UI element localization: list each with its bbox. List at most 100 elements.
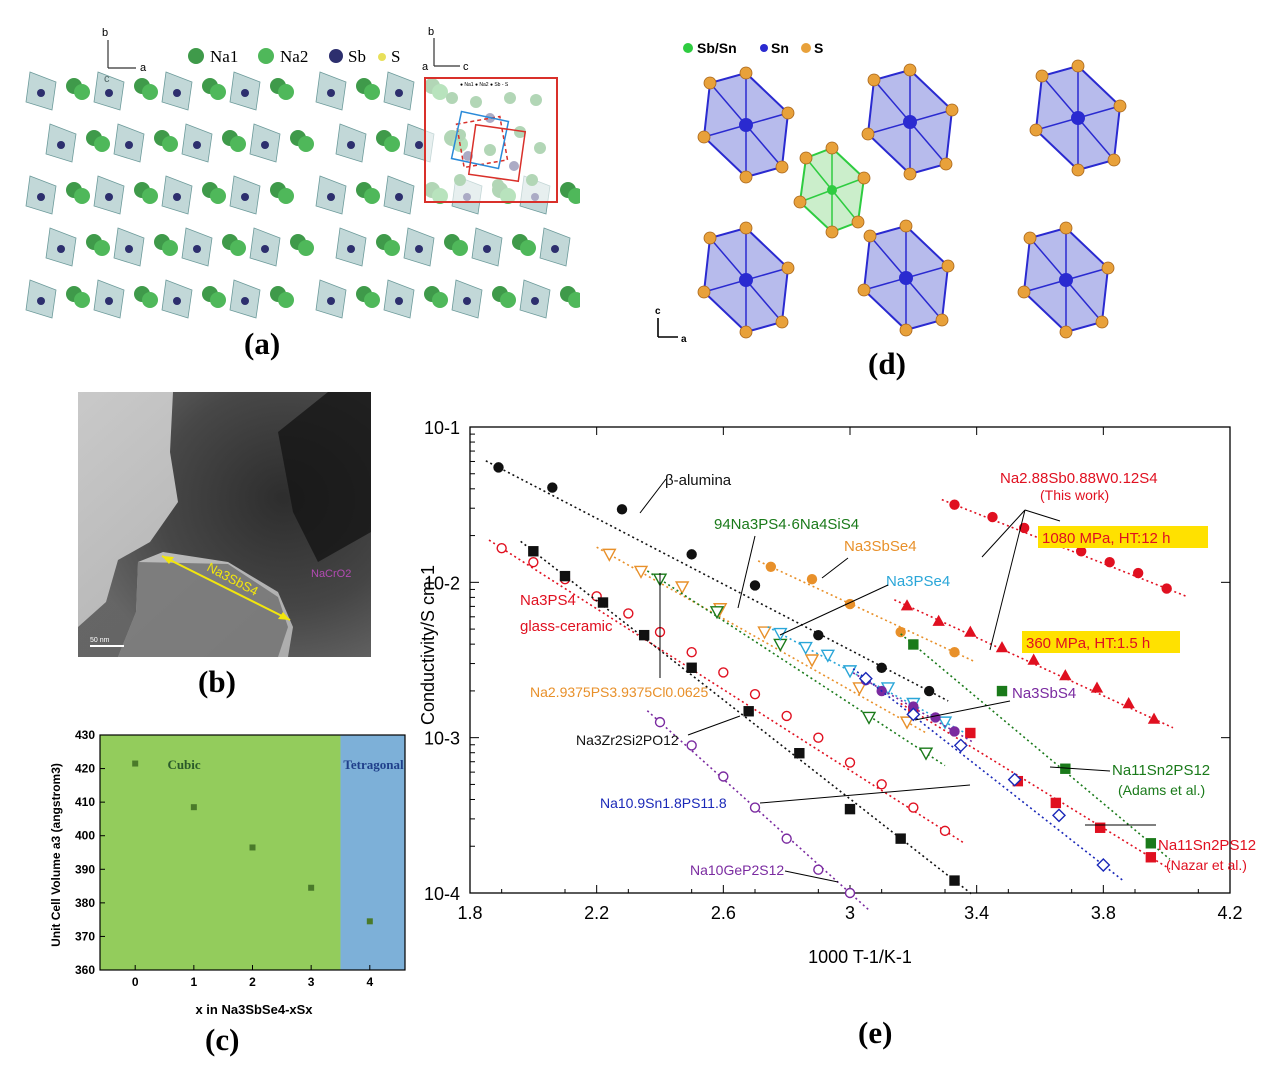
sb-atom	[551, 245, 559, 253]
sb-atom	[125, 141, 133, 149]
na-atom	[162, 136, 178, 152]
panel-c: 360 370 380 390 400 410 420 430 0 1 2 3 4 Cubic Tetr…	[40, 720, 420, 1025]
s-atom	[825, 141, 839, 155]
sb-atom	[37, 89, 45, 97]
na-atom	[210, 84, 226, 100]
chart-c-ytick-label: 400	[75, 829, 95, 843]
na-atom	[364, 188, 380, 204]
region-tetragonal	[340, 735, 405, 970]
crystal-structure-a: b a c Na1 Na2 Sb S b a c ● Na1 ● Na2 ● S…	[25, 26, 604, 319]
chart-c-ytick-label: 410	[75, 795, 95, 809]
sb-atom	[173, 297, 181, 305]
label-nasicon: Na3Zr2Si2PO12	[576, 732, 679, 748]
panel-label-b: (b)	[198, 664, 236, 699]
leader-line	[821, 557, 849, 579]
crystal-lattice	[25, 71, 604, 319]
s-atom	[903, 167, 917, 181]
na-atom	[74, 84, 90, 100]
sb-atom	[327, 297, 335, 305]
s-atom	[1017, 285, 1031, 299]
axis-c-label-d: c	[655, 306, 661, 317]
s-legend-label-d: S	[814, 40, 823, 56]
series-na3sbse4	[757, 560, 974, 662]
chart-c-ytick-label: 430	[75, 728, 95, 742]
data-point	[602, 548, 617, 562]
data-point	[623, 608, 634, 619]
panel-label-a: (a)	[244, 326, 281, 361]
data-point	[949, 647, 960, 658]
chart-e-xtick-label: 3.4	[964, 903, 989, 923]
sbsn-legend-marker	[683, 43, 693, 53]
na-atom	[384, 136, 400, 152]
label-nazar-et-al: (Nazar et al.)	[1166, 857, 1247, 873]
unit-cell-volume-chart: 360 370 380 390 400 410 420 430 0 1 2 3 4 Cubic Tetr…	[49, 728, 406, 1017]
fit-line	[852, 668, 1123, 881]
s-atom	[703, 231, 717, 245]
data-point	[858, 671, 873, 686]
panel-label-d: (d)	[868, 346, 906, 381]
s-atom	[857, 283, 871, 297]
s-atom	[739, 325, 753, 339]
sb-atom	[463, 297, 471, 305]
sb-legend-label: Sb	[348, 47, 366, 66]
leader-line	[737, 535, 756, 609]
data-point	[749, 802, 761, 813]
na-atom	[210, 292, 226, 308]
chart-c-xtick-label: 2	[249, 975, 256, 989]
s-atom	[861, 127, 875, 141]
sb-atom	[327, 193, 335, 201]
sb-atom	[347, 245, 355, 253]
chart-e-xlabel: 1000 T-1/K-1	[808, 947, 912, 967]
na-atom	[74, 188, 90, 204]
s-atom	[857, 171, 871, 185]
data-point	[1147, 712, 1161, 724]
s-atom	[1095, 315, 1109, 329]
data-point	[1094, 822, 1106, 833]
data-point	[743, 706, 754, 717]
series-na10-9sn1-8ps11-8	[852, 668, 1123, 881]
sb-atom	[37, 297, 45, 305]
leader-line	[639, 478, 667, 514]
s-legend-label: S	[391, 47, 400, 66]
axes-indicator-a	[107, 40, 136, 69]
data-point	[597, 597, 609, 608]
data-point	[718, 771, 729, 782]
data-point	[709, 606, 725, 620]
data-point	[965, 727, 976, 739]
label-na109sn18: Na10.9Sn1.8PS11.8	[600, 795, 727, 811]
data-point	[749, 580, 761, 591]
sb-atom	[261, 245, 269, 253]
chart-e-xtick-label: 1.8	[457, 903, 482, 923]
chart-e-xtick-label: 2.2	[584, 903, 609, 923]
na2-legend-marker	[258, 48, 274, 64]
fit-line	[485, 460, 949, 702]
fit-line	[646, 570, 946, 767]
na-atom	[384, 240, 400, 256]
sb-atom	[241, 193, 249, 201]
sb-atom	[261, 141, 269, 149]
s-atom	[697, 130, 711, 144]
leader-line	[687, 715, 741, 736]
region-cubic	[100, 735, 341, 970]
inset-legend: ● Na1 ● Na2 ● Sb - S	[460, 82, 509, 88]
data-point	[686, 647, 697, 658]
data-point	[996, 685, 1008, 697]
data-point	[953, 738, 968, 753]
s-atom	[941, 259, 955, 273]
axis-b-label: b	[102, 27, 108, 39]
na-atom	[230, 240, 246, 256]
s-atom	[697, 285, 711, 299]
sb-atom	[57, 141, 65, 149]
na-atom	[298, 240, 314, 256]
sb-atom	[241, 89, 249, 97]
s-atom	[1035, 69, 1049, 83]
panel-d: Sb/Sn Sn S c a	[650, 30, 1170, 350]
na-atom	[500, 292, 516, 308]
chart-c-ytick-label: 390	[75, 862, 95, 876]
highlight-360	[1022, 631, 1180, 653]
leader-line	[981, 509, 1026, 558]
axis-c2-label: c	[463, 61, 469, 73]
label-this-work: (This work)	[1040, 487, 1109, 503]
na-atom	[162, 240, 178, 256]
data-point	[876, 662, 887, 673]
